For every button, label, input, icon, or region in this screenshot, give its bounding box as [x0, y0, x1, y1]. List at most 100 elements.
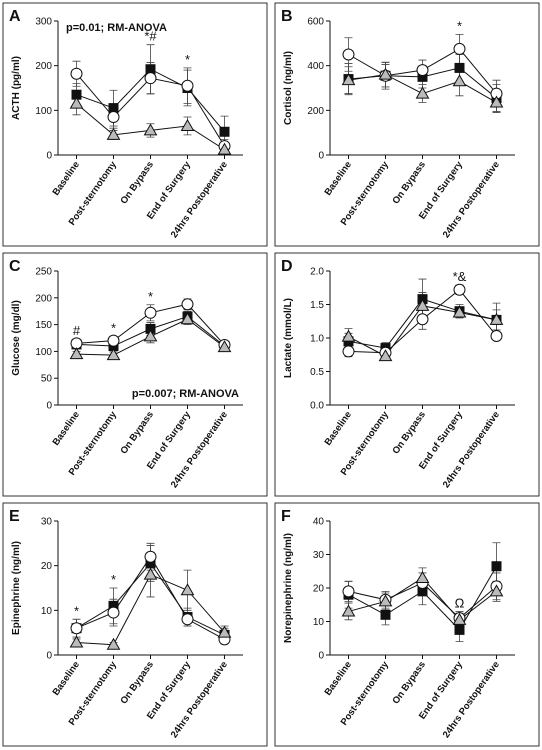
x-tick-label: Baseline — [51, 409, 82, 447]
marker-circle — [416, 64, 429, 77]
x-tick-label: On Bypass — [390, 159, 427, 206]
y-tick-label: 40 — [313, 517, 325, 528]
y-tick-label: 2.0 — [310, 267, 324, 278]
annotation: * — [185, 52, 190, 67]
y-tick-label: 20 — [41, 561, 53, 572]
marker-triangle — [69, 635, 84, 648]
marker-circle — [107, 606, 120, 619]
y-axis-label: Norepinephrine (ng/ml) — [283, 533, 294, 643]
y-tick-label: 30 — [41, 517, 53, 528]
marker-triangle — [489, 95, 504, 108]
marker-circle — [181, 298, 194, 311]
panel: D Lactate (mmol/L) 0.0 0.5 1.0 1.5 2.0 Baseline… — [274, 252, 540, 497]
marker-circle — [490, 329, 503, 342]
y-tick-label: 10 — [41, 606, 53, 617]
annotation: *# — [144, 29, 157, 44]
marker-circle — [342, 585, 355, 598]
marker-square — [219, 126, 230, 137]
marker-triangle — [180, 583, 195, 596]
panel-letter: A — [9, 8, 21, 25]
y-tick-label: 30 — [313, 550, 325, 561]
marker-triangle — [217, 625, 232, 638]
marker-triangle — [341, 329, 356, 342]
panel-frame — [2, 502, 268, 747]
y-tick-label: 50 — [41, 374, 53, 385]
marker-circle — [70, 622, 83, 635]
marker-triangle — [378, 349, 393, 362]
x-tick-label: On Bypass — [390, 659, 427, 706]
y-tick-label: 600 — [307, 17, 324, 28]
y-tick-label: 200 — [35, 61, 52, 72]
marker-triangle — [217, 142, 232, 155]
marker-triangle — [143, 567, 158, 580]
marker-square — [454, 624, 465, 635]
marker-triangle — [106, 637, 121, 650]
panel-letter: F — [281, 508, 291, 525]
y-axis-label: Cortisol (ng/ml) — [283, 51, 294, 125]
y-tick-label: 100 — [35, 347, 52, 358]
x-tick-label: Baseline — [51, 659, 82, 697]
panel-letter: E — [9, 508, 20, 525]
marker-circle — [181, 613, 194, 626]
y-axis-label: Glucose (mg/dl) — [11, 300, 22, 376]
marker-circle — [342, 345, 355, 358]
marker-triangle — [180, 118, 195, 131]
marker-triangle — [378, 594, 393, 607]
panel-letter: C — [9, 258, 21, 275]
marker-triangle — [341, 604, 356, 617]
marker-triangle — [452, 74, 467, 87]
annotation: *& — [453, 269, 467, 284]
marker-circle — [416, 313, 429, 326]
y-tick-label: 1.5 — [310, 300, 324, 311]
marker-square — [380, 609, 391, 620]
annotation: * — [148, 289, 153, 304]
annotation: * — [111, 572, 116, 587]
marker-triangle — [415, 298, 430, 311]
y-tick-label: 200 — [307, 106, 324, 117]
x-tick-label: On Bypass — [118, 159, 155, 206]
x-tick-label: Baseline — [51, 159, 82, 197]
annotation: * — [457, 18, 462, 33]
marker-circle — [181, 79, 194, 92]
y-axis-label: ACTH (pg/ml) — [11, 56, 22, 120]
marker-circle — [107, 334, 120, 347]
y-axis-label: Epinephrine (ng/ml) — [11, 541, 22, 635]
annotation: * — [74, 603, 79, 618]
panel: F Norepinephrine (ng/ml) 0 10 20 30 40 Baseline… — [274, 502, 540, 747]
y-tick-label: 300 — [35, 17, 52, 28]
marker-circle — [144, 72, 157, 85]
marker-circle — [144, 306, 157, 319]
x-tick-label: Baseline — [323, 159, 354, 197]
y-tick-label: 200 — [35, 293, 52, 304]
marker-triangle — [489, 584, 504, 597]
marker-triangle — [143, 329, 158, 342]
marker-triangle — [378, 67, 393, 80]
y-tick-label: 250 — [35, 267, 52, 278]
y-tick-label: 0.0 — [310, 401, 324, 412]
annotation: * — [111, 320, 116, 335]
marker-circle — [453, 42, 466, 55]
marker-square — [454, 62, 465, 73]
y-tick-label: 150 — [35, 320, 52, 331]
marker-triangle — [452, 305, 467, 318]
marker-triangle — [143, 123, 158, 136]
marker-square — [491, 561, 502, 572]
y-axis-label: Lactate (mmol/L) — [283, 298, 294, 378]
y-tick-label: 0 — [318, 151, 324, 162]
marker-triangle — [69, 347, 84, 360]
note: p=0.007; RM-ANOVA — [132, 388, 239, 400]
y-tick-label: 0.5 — [310, 367, 324, 378]
marker-triangle — [69, 96, 84, 109]
y-tick-label: 1.0 — [310, 334, 324, 345]
y-tick-label: 0 — [46, 151, 52, 162]
y-tick-label: 400 — [307, 61, 324, 72]
x-tick-label: On Bypass — [118, 659, 155, 706]
note: p=0.01; RM-ANOVA — [66, 22, 167, 34]
marker-triangle — [415, 570, 430, 583]
marker-triangle — [489, 312, 504, 325]
annotation: Ω — [455, 595, 465, 610]
